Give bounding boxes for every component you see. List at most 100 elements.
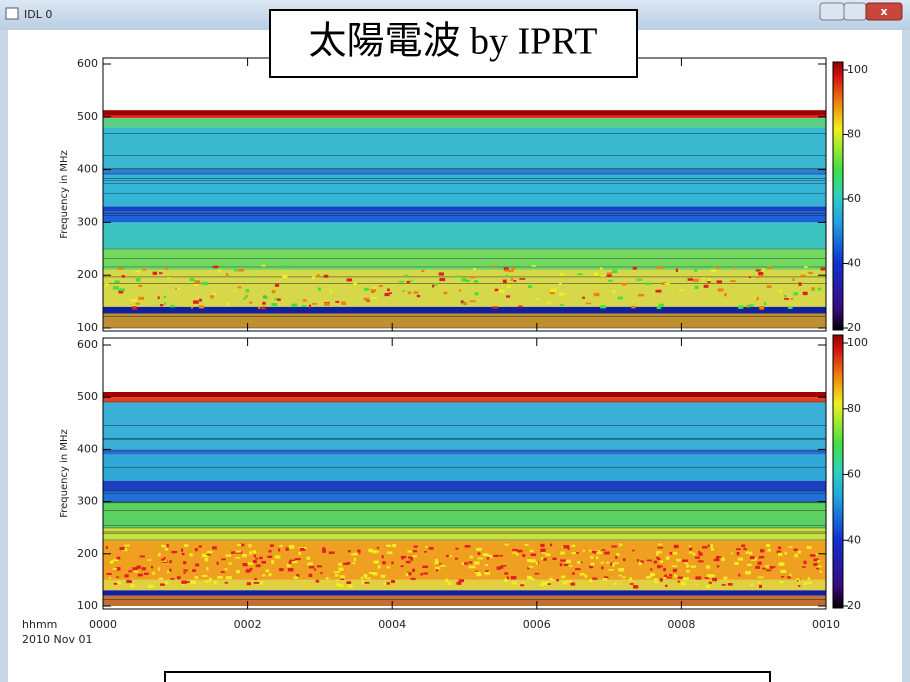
spectrogram-speck [494, 288, 499, 292]
spectrogram-band [103, 454, 826, 481]
spectrogram-speck [702, 277, 706, 279]
spectrogram-speck [474, 561, 480, 565]
spectrogram-speck [217, 269, 222, 273]
spectrogram-speck [364, 581, 370, 584]
spectrogram-speck [527, 567, 530, 570]
spectrogram-speck [758, 555, 765, 559]
spectrogram-speck [754, 297, 759, 301]
spectrogram-speck [474, 571, 481, 574]
spectrogram-speck [252, 559, 257, 564]
spectrogram-speck [274, 298, 280, 300]
spectrogram-speck [506, 284, 511, 288]
spectrogram-speck [291, 303, 298, 307]
y-tick-label: 200 [77, 547, 98, 560]
spectrogram-speck [475, 570, 479, 573]
spectrogram-speck [636, 278, 642, 281]
spectrogram-speck [477, 552, 481, 556]
spectrogram-speck [798, 579, 801, 583]
spectrogram-speck [706, 574, 712, 578]
spectrogram-speck [545, 553, 551, 556]
spectrogram-speck [160, 558, 165, 561]
spectrogram-speck [793, 292, 798, 296]
spectrogram-speck [580, 561, 583, 564]
maximize-button[interactable] [843, 2, 867, 21]
spectrogram-speck [619, 543, 623, 547]
spectrogram-speck [584, 574, 588, 578]
spectrogram-speck [435, 558, 438, 563]
spectrogram-speck [461, 278, 467, 282]
spectrogram-speck [138, 296, 145, 300]
spectrogram-speck [511, 267, 515, 270]
banner-text: 太陽電波 by IPRT [308, 21, 597, 63]
spectrogram-speck [422, 565, 429, 569]
spectrogram-speck [122, 548, 128, 552]
spectrogram-speck [204, 580, 211, 583]
spectrogram-speck [808, 271, 813, 275]
spectrogram-speck [116, 576, 119, 578]
spectrogram-speck [378, 285, 383, 288]
minimize-button[interactable] [819, 2, 845, 21]
colorbar-label: 100 [847, 63, 868, 76]
spectrogram-speck [646, 575, 653, 578]
spectrogram-speck [213, 581, 217, 585]
spectrogram-speck [663, 567, 666, 572]
spectrogram-speck [766, 543, 770, 548]
spectrogram-speck [600, 305, 606, 309]
spectrogram-speck [632, 266, 637, 270]
spectrogram-speck [339, 584, 344, 588]
spectrogram-speck [569, 565, 573, 567]
spectrogram-speck [432, 284, 435, 288]
spectrogram-speck [202, 281, 208, 286]
spectrogram-speck [820, 267, 826, 271]
spectrogram-speck [645, 282, 651, 285]
spectrogram-speck [235, 550, 242, 553]
spectrogram-speck [633, 585, 639, 589]
spectrogram-speck [457, 581, 462, 585]
spectrogram-speck [109, 561, 114, 564]
spectrogram-speck [565, 559, 571, 563]
spectrogram-speck [755, 565, 760, 569]
spectrogram-speck [576, 552, 580, 554]
spectrogram-speck [524, 543, 529, 546]
date-label: 2010 Nov 01 [22, 633, 92, 646]
spectrogram-speck [353, 282, 357, 286]
spectrogram-speck [746, 563, 752, 567]
spectrogram-speck [792, 278, 795, 282]
spectrogram-speck [373, 286, 376, 290]
spectrogram-speck [428, 547, 434, 550]
spectrogram-speck [629, 577, 633, 580]
spectrogram-speck [504, 572, 509, 575]
spectrogram-speck [612, 563, 615, 567]
spectrogram-speck [707, 544, 710, 547]
spectrogram-speck [251, 276, 256, 278]
spectrogram-speck [698, 552, 703, 556]
spectrogram-speck [164, 302, 167, 306]
spectrogram-speck [468, 565, 473, 569]
spectrogram-speck [203, 555, 209, 558]
spectrogram-speck [703, 284, 709, 288]
spectrogram-speck [504, 543, 509, 546]
spectrogram-speck [492, 264, 495, 268]
spectrogram-speck [195, 563, 200, 567]
close-button[interactable] [865, 2, 903, 21]
spectrogram-speck [694, 268, 698, 272]
spectrogram-speck [183, 569, 188, 572]
spectrogram-speck [710, 269, 717, 272]
y-tick-label: 100 [77, 599, 98, 612]
spectrogram-speck [240, 543, 245, 547]
spectrogram-speck [612, 269, 618, 274]
spectrogram-speck [771, 566, 776, 568]
spectrogram-speck [506, 295, 511, 298]
spectrogram-speck [132, 567, 138, 571]
spectrogram-speck [815, 567, 820, 570]
spectrogram-speck [412, 555, 417, 558]
spectrogram-speck [112, 559, 119, 562]
spectrogram-speck [113, 567, 117, 571]
spectrogram-speck [748, 276, 751, 279]
spectrogram-speck [572, 572, 575, 575]
spectrogram-speck [464, 562, 468, 565]
spectrogram-speck [563, 545, 570, 549]
y-tick-label: 100 [77, 321, 98, 334]
spectrogram-speck [563, 563, 568, 566]
spectrogram-speck [807, 577, 811, 580]
